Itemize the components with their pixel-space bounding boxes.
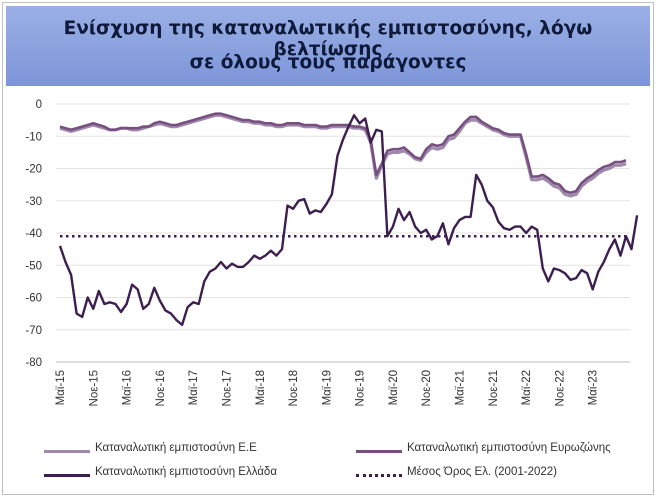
- x-tick-label: Μαϊ-18: [255, 370, 267, 405]
- y-tick-label: -60: [25, 293, 42, 305]
- x-tick-label: Μαϊ-21: [455, 370, 467, 405]
- x-tick-label: Νοε-22: [554, 370, 566, 406]
- chart-title-banner: [6, 6, 650, 86]
- legend-label-average: Μέσος Όρος Ελ. (2001-2022): [407, 466, 557, 478]
- x-tick-label: Νοε-20: [421, 370, 433, 406]
- chart-title-line-2: σε όλους τους παράγοντες: [189, 52, 467, 73]
- x-tick-label: Νοε-21: [488, 370, 500, 406]
- y-tick-label: -20: [25, 164, 42, 176]
- x-axis-ticks: Μαϊ-15 Νοε-15 Μαϊ-16 Νοε-16 Μαϊ-17 Νοε-17 Μαϊ-…: [55, 370, 600, 406]
- legend-swatch-greece: [44, 474, 90, 477]
- series-lines: [58, 112, 639, 327]
- y-tick-label: -80: [25, 357, 42, 369]
- x-tick-label: Μαϊ-15: [55, 370, 67, 405]
- legend-label-eurozone: Καταναλωτική εμπιστοσύνη Ευρωζώνης: [407, 442, 611, 454]
- legend-swatch-average: [356, 474, 402, 477]
- grid-lines: [56, 103, 630, 363]
- x-tick-label: Νοε-18: [288, 370, 300, 406]
- y-tick-label: -70: [25, 325, 42, 337]
- y-tick-label: 0: [36, 99, 42, 111]
- x-tick-label: Νοε-16: [155, 370, 167, 406]
- y-tick-label: -50: [25, 260, 42, 272]
- y-axis-ticks: 0 -10 -20 -30 -40 -50 -60 -70 -80: [25, 99, 42, 369]
- y-tick-label: -30: [25, 196, 42, 208]
- legend-swatch-eurozone: [356, 450, 402, 453]
- x-tick-label: Μαϊ-20: [388, 370, 400, 405]
- series-line-eu: [59, 113, 627, 198]
- chart-title-line-1: Ενίσχυση της καταναλωτικής εμπιστοσύνης,…: [63, 18, 593, 60]
- y-tick-label: -40: [25, 228, 42, 240]
- legend-label-eu: Καταναλωτική εμπιστοσύνη Ε.Ε: [95, 442, 257, 454]
- series-line-greece: [58, 114, 639, 327]
- series-line-eurozone: [59, 112, 627, 194]
- x-tick-label: Μαϊ-22: [521, 370, 533, 405]
- legend-label-greece: Καταναλωτική εμπιστοσύνη Ελλάδα: [95, 466, 277, 478]
- x-tick-label: Μαϊ-23: [588, 370, 600, 405]
- x-tick-label: Νοε-19: [355, 370, 367, 406]
- x-tick-label: Νοε-17: [221, 370, 233, 406]
- x-tick-label: Νοε-15: [88, 370, 100, 406]
- legend-swatch-eu: [44, 450, 90, 453]
- x-tick-label: Μαϊ-19: [321, 370, 333, 405]
- x-tick-label: Μαϊ-16: [122, 370, 134, 405]
- x-tick-label: Μαϊ-17: [188, 370, 200, 405]
- y-tick-label: -10: [25, 131, 42, 143]
